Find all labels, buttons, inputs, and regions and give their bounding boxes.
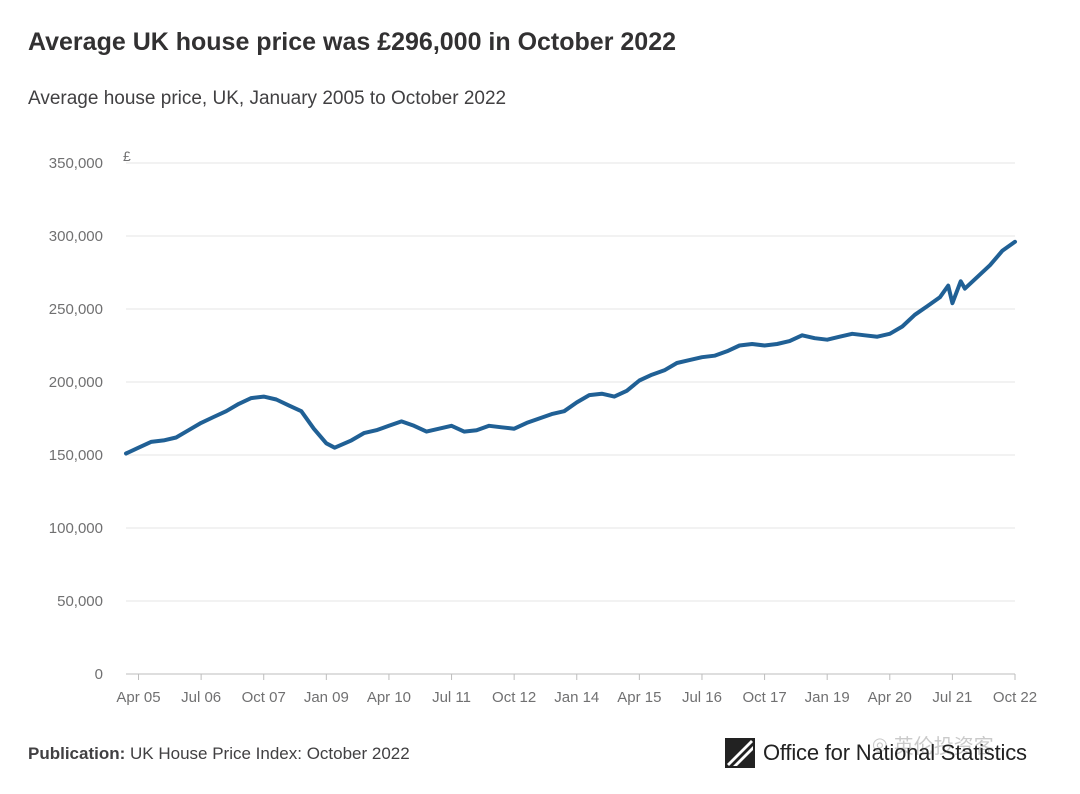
y-tick-label: 350,000 [49, 155, 103, 172]
x-tick-label: Oct 12 [492, 689, 536, 706]
watermark: ◎ 英伦投资客 [872, 730, 994, 759]
y-tick-label: 200,000 [49, 374, 103, 391]
line-chart: 0 50,000 100,000 150,000 200,000 250,000 300,0… [49, 148, 1037, 706]
x-tick-label: Jan 19 [805, 689, 850, 706]
x-tick-label: Jul 21 [932, 689, 972, 706]
x-tick-label: Oct 17 [742, 689, 786, 706]
ons-logo-icon [725, 738, 755, 768]
watermark-text: 英伦投资客 [893, 736, 994, 758]
x-tick-label: Jul 16 [682, 689, 722, 706]
y-axis-ticks: 0 50,000 100,000 150,000 200,000 250,000 300,0… [49, 155, 103, 683]
y-tick-label: 300,000 [49, 228, 103, 245]
chart-subtitle: Average house price, UK, January 2005 to… [28, 88, 507, 109]
ons-logo-text: Office for National Statistics [763, 740, 1027, 765]
ons-logo[interactable]: Office for National Statistics [725, 736, 1027, 770]
publication-footer: Publication: UK House Price Index: Octob… [28, 744, 410, 764]
x-tick-label: Apr 10 [367, 689, 411, 706]
publication-value[interactable]: UK House Price Index: October 2022 [130, 744, 410, 763]
gridlines [126, 162, 1015, 675]
x-tick-label: Apr 20 [868, 689, 912, 706]
x-tick-label: Jan 14 [554, 689, 599, 706]
y-tick-label: 250,000 [49, 301, 103, 318]
x-tick-label: Jul 06 [181, 689, 221, 706]
y-tick-label: 0 [95, 666, 103, 683]
x-tick-label: Oct 07 [242, 689, 286, 706]
x-axis-ticks: Apr 05 Jul 06 Oct 07 Jan 09 Apr 10 Jul 11 Oct … [116, 674, 1037, 706]
chart-title: Average UK house price was £296,000 in O… [28, 28, 676, 56]
x-tick-label: Apr 15 [617, 689, 661, 706]
wechat-icon: ◎ [872, 734, 888, 754]
publication-label: Publication: [28, 744, 126, 763]
y-tick-label: 100,000 [49, 520, 103, 537]
series-line-house-price [124, 239, 1017, 456]
x-tick-label: Jan 09 [304, 689, 349, 706]
x-tick-label: Apr 05 [116, 689, 160, 706]
y-axis-unit-label: £ [123, 148, 131, 164]
y-tick-label: 150,000 [49, 447, 103, 464]
y-tick-label: 50,000 [57, 593, 103, 610]
x-tick-label: Oct 22 [993, 689, 1037, 706]
x-tick-label: Jul 11 [432, 689, 471, 706]
